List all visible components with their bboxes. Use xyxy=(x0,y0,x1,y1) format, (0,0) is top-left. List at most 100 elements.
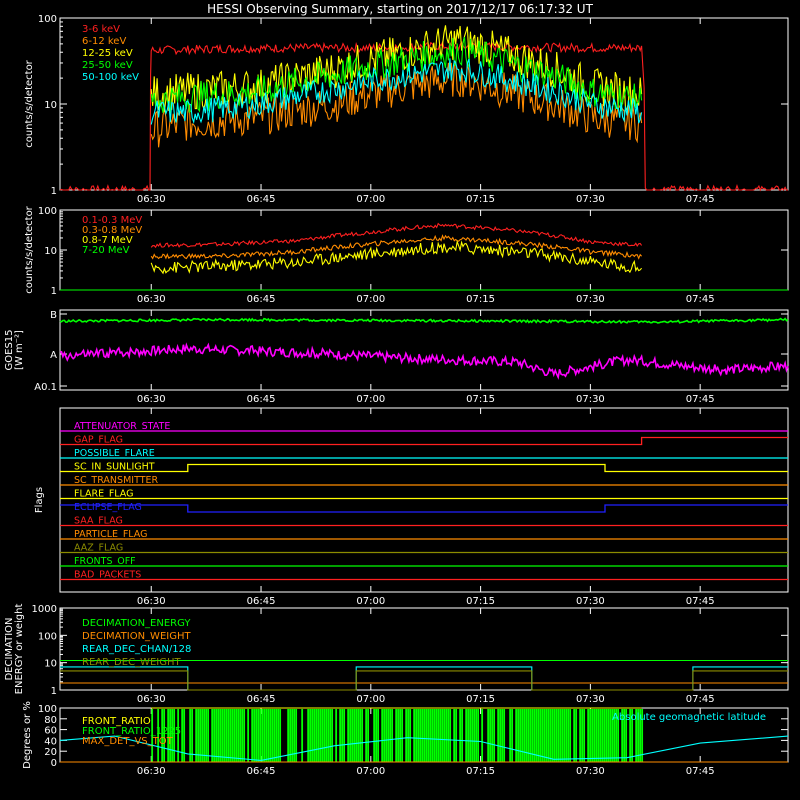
ratio-bar xyxy=(325,709,328,762)
ratio-bar xyxy=(161,709,164,762)
x-tick-label: 06:30 xyxy=(137,294,166,305)
x-tick-label: 06:45 xyxy=(247,694,276,705)
y-tick-label: 10 xyxy=(44,659,57,670)
ratio-bar xyxy=(227,709,230,762)
ratio-bar xyxy=(177,709,180,762)
x-tick-label: 07:45 xyxy=(686,394,715,405)
x-tick-label: 07:45 xyxy=(686,694,715,705)
flag-label: POSSIBLE_FLARE xyxy=(74,448,155,459)
x-tick-label: 06:30 xyxy=(137,596,166,607)
ratio-bar xyxy=(229,709,232,762)
ratio-bar xyxy=(501,709,504,762)
ratio-bar xyxy=(231,709,234,762)
y-axis-label: counts/s/detector xyxy=(24,205,35,293)
ratio-bar xyxy=(221,709,224,762)
ratio-bar xyxy=(233,709,236,762)
ratio-bar xyxy=(289,709,292,762)
x-tick-label: 06:45 xyxy=(247,766,276,777)
ratio-bar xyxy=(253,709,256,762)
x-tick-label: 07:30 xyxy=(576,394,605,405)
ratio-bar xyxy=(553,709,556,762)
flag-line-eclipse_flag xyxy=(60,504,788,513)
ratio-bar xyxy=(555,709,558,762)
ratio-bar xyxy=(515,709,518,762)
ratio-bar xyxy=(455,709,458,762)
ratio-bar xyxy=(315,709,318,762)
x-tick-label: 07:15 xyxy=(466,766,495,777)
flag-label: SC_TRANSMITTER xyxy=(74,475,159,486)
ratio-bar xyxy=(611,709,614,762)
ratio-bar xyxy=(199,709,202,762)
ratio-bar xyxy=(323,709,326,762)
ratio-bar xyxy=(383,709,386,762)
x-tick-label: 07:30 xyxy=(576,194,605,205)
ratio-bar xyxy=(423,709,426,762)
ratio-bar xyxy=(381,709,384,762)
ratio-bar xyxy=(275,709,278,762)
ratio-bar xyxy=(251,709,254,762)
y-tick-label: 1 xyxy=(51,286,57,297)
annotation-label: Absolute geomagnetic latitude xyxy=(612,712,766,723)
panel-goes: 06:30 06:45 07:00 07:15 07:30 07:45 A0.1 A B GOES… xyxy=(4,309,789,405)
ratio-bar xyxy=(247,709,250,762)
ratio-bar xyxy=(215,709,218,762)
ratio-bar xyxy=(543,709,546,762)
legend-entry: 6-12 keV xyxy=(82,36,126,47)
y-tick-label: 1 xyxy=(51,686,57,697)
ratio-bar xyxy=(487,709,490,762)
ratio-bar xyxy=(435,709,438,762)
legend-entry: 0.8-7 MeV xyxy=(82,235,133,246)
ratio-bar xyxy=(415,709,418,762)
ratio-bar xyxy=(447,709,450,762)
y-axis-label: GOES15 xyxy=(4,329,15,370)
x-tick-label: 07:15 xyxy=(466,596,495,607)
series-line-0-1-0-3-mev xyxy=(150,222,643,249)
y-tick-label: 100 xyxy=(38,704,57,715)
panel-flags: 06:30 06:45 07:00 07:15 07:30 07:45 Flags ATTEN… xyxy=(34,407,789,607)
ratio-bar xyxy=(593,709,596,762)
ratio-bar xyxy=(183,709,186,762)
ratio-bar xyxy=(481,709,484,762)
ratio-bar xyxy=(637,709,640,762)
x-tick-label: 06:30 xyxy=(137,394,166,405)
ratio-bar xyxy=(201,709,204,762)
y-tick-label: 0 xyxy=(51,758,57,769)
y-tick-label: 10 xyxy=(44,100,57,111)
y-tick-label: A0.1 xyxy=(34,382,57,393)
panel-countrate-high: 06:30 06:45 07:00 07:15 07:30 07:45 1 10 100coun… xyxy=(24,205,789,305)
ratio-bar xyxy=(257,709,260,762)
ratio-bar xyxy=(343,709,346,762)
ratio-bar xyxy=(225,709,228,762)
legend-entry: REAR_DEC_CHAN/128 xyxy=(82,644,191,655)
x-tick-label: 06:30 xyxy=(137,194,166,205)
series-line xyxy=(59,317,789,325)
series-line xyxy=(59,342,789,380)
ratio-bar xyxy=(163,709,166,762)
legend-entry: 50-100 keV xyxy=(82,72,139,83)
ratio-bar xyxy=(419,709,422,762)
ratio-bar xyxy=(473,709,476,762)
ratio-bar xyxy=(567,709,570,762)
legend-entry: 0.1-0.3 MeV xyxy=(82,215,142,226)
legend-entry: 3-6 keV xyxy=(82,24,120,35)
x-tick-label: 07:45 xyxy=(686,294,715,305)
ratio-bar xyxy=(157,709,160,762)
ratio-bar xyxy=(573,709,576,762)
ratio-bar xyxy=(267,709,270,762)
ratio-bar xyxy=(313,709,316,762)
ratio-bar xyxy=(523,709,526,762)
flag-label: BAD_PACKETS xyxy=(74,570,141,581)
ratio-bar xyxy=(581,709,584,762)
ratio-bar xyxy=(339,709,342,762)
flag-label: AAZ_FLAG xyxy=(74,543,123,554)
ratio-bar xyxy=(477,709,480,762)
panel-frame xyxy=(59,407,789,593)
series-line-absolute-geomagnetic-latitude xyxy=(59,735,789,761)
ratio-bar xyxy=(587,709,590,762)
ratio-bar xyxy=(449,709,452,762)
series-line-0-3-0-8-mev xyxy=(150,234,643,260)
ratio-bar xyxy=(367,709,370,762)
ratio-bar xyxy=(241,709,244,762)
ratio-bar xyxy=(151,709,154,762)
x-tick-label: 07:30 xyxy=(576,294,605,305)
